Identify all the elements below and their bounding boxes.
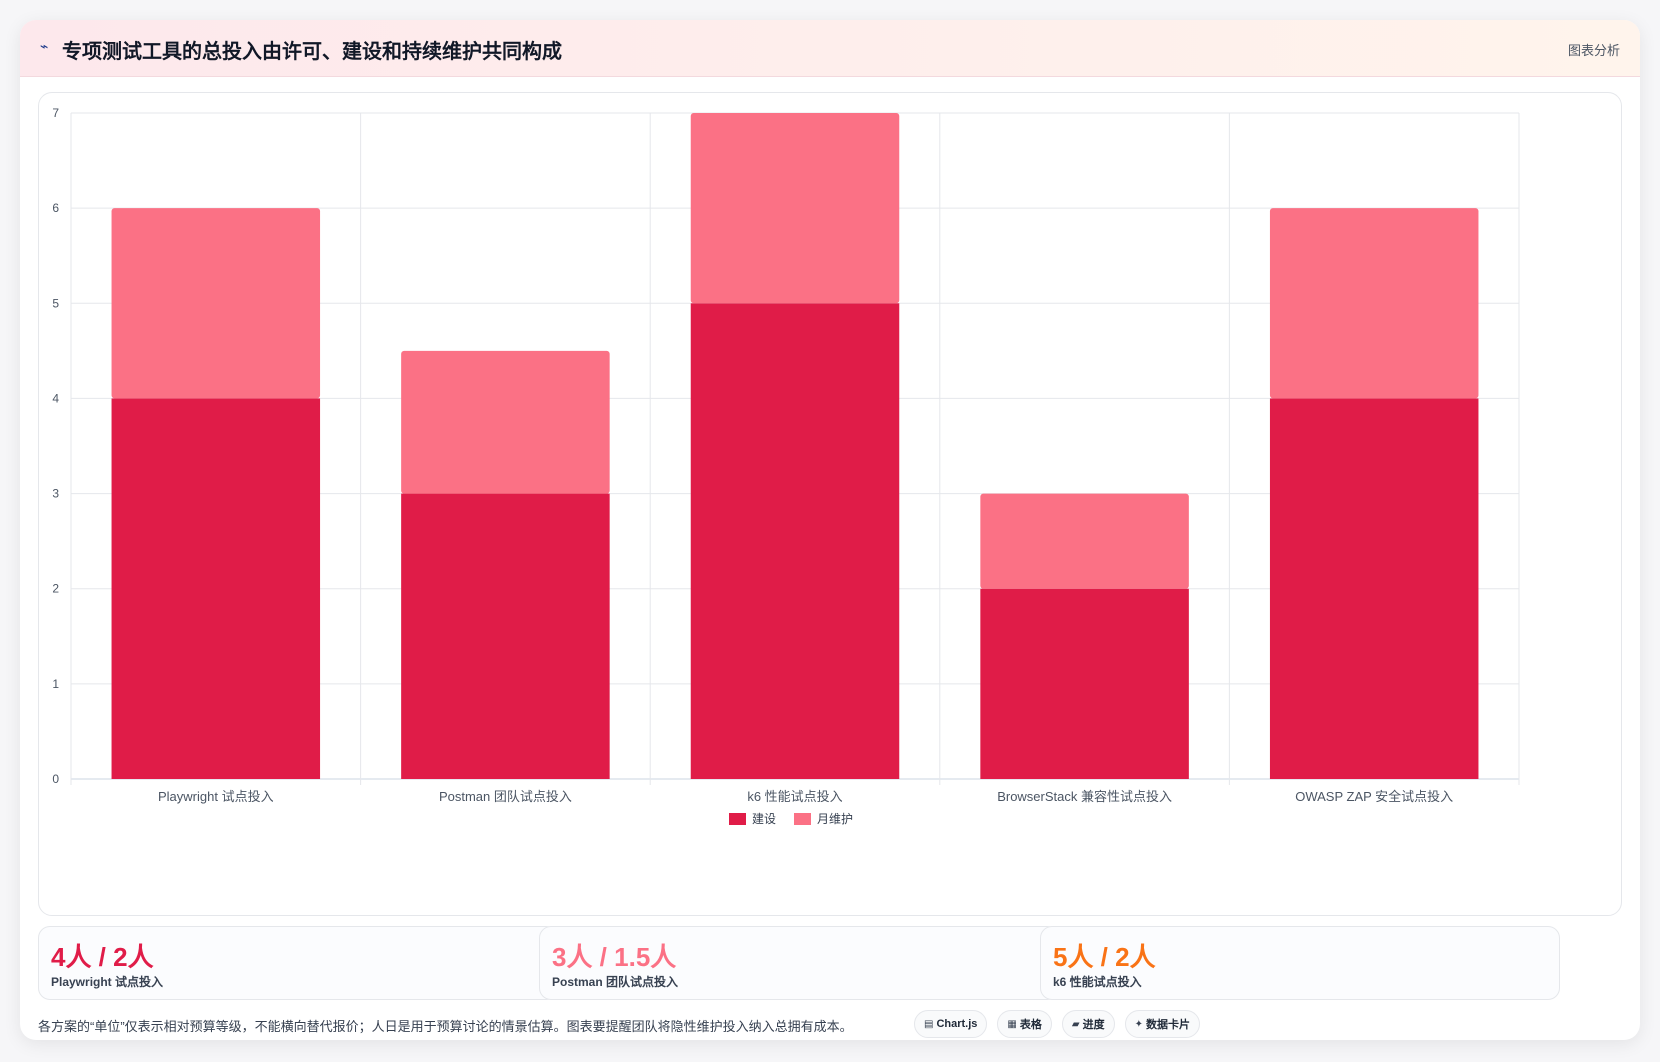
y-tick-label: 3 (52, 487, 59, 501)
legend-label: 月维护 (817, 812, 853, 826)
stat-card-k6: 5人 / 2人 k6 性能试点投入 (1040, 926, 1560, 1000)
bar-maintain (401, 350, 610, 494)
chip-label: 进度 (1082, 1019, 1105, 1031)
stat-card-postman: 3人 / 1.5人 Postman 团队试点投入 (539, 926, 1059, 1000)
chip-label: Chart.js (936, 1018, 978, 1030)
stat-label: k6 性能试点投入 (1053, 975, 1142, 989)
chip-data-card[interactable]: ✦ 数据卡片 (1124, 1010, 1200, 1038)
stat-value: 5人 / 2人 (1053, 942, 1156, 972)
page-title: 专项测试工具的总投入由许可、建设和持续维护共同构成 (62, 41, 562, 63)
bar-maintain (980, 493, 1189, 589)
y-tick-label: 7 (52, 106, 59, 120)
bar-build (690, 303, 900, 779)
legend-swatch (729, 813, 746, 825)
stacked-bar-chart: 0 1 2 3 4 5 6 7 Playwright 试点投入 Postman 团队试点投入 k6 … (52, 106, 1520, 826)
progress-icon: ▰ (1071, 1018, 1080, 1030)
y-tick-label: 2 (52, 582, 59, 596)
chip-bar: ▤ Chart.js ▦ 表格 ▰ 进度 ✦ 数据卡片 (914, 1010, 1200, 1040)
y-tick-label: 1 (52, 677, 59, 691)
chip-label: 表格 (1019, 1019, 1042, 1031)
legend-label: 建设 (752, 812, 776, 826)
legend-swatch (794, 813, 811, 825)
x-tick-label: Postman 团队试点投入 (439, 789, 572, 804)
bar-maintain (690, 113, 900, 304)
bar-build (1269, 398, 1479, 779)
chart-container: 0 1 2 3 4 5 6 7 Playwright 试点投入 Postman 团队试点投入 k6 … (38, 92, 1622, 916)
card-icon: ✦ (1134, 1018, 1143, 1030)
bar-maintain (1269, 208, 1479, 399)
bar-build (401, 493, 610, 779)
chart-analysis-label: 图表分析 (1567, 43, 1620, 58)
table-icon: ▦ (1007, 1018, 1017, 1030)
chip-label: 数据卡片 (1145, 1019, 1190, 1031)
stat-label: Playwright 试点投入 (51, 975, 164, 989)
x-tick-label: OWASP ZAP 安全试点投入 (1295, 789, 1453, 804)
bar-build (980, 588, 1189, 779)
y-tick-label: 0 (52, 772, 59, 786)
stat-label: Postman 团队试点投入 (552, 975, 679, 989)
x-tick-label: Playwright 试点投入 (158, 789, 274, 804)
bar-build (111, 398, 321, 779)
chart-icon: ▤ (924, 1018, 934, 1030)
stat-value: 3人 / 1.5人 (552, 942, 677, 972)
footnote: 各方案的“单位”仅表示相对预算等级，不能横向替代报价；人日是用于预算讨论的情景估… (38, 1019, 853, 1034)
chip-table[interactable]: ▦ 表格 (997, 1010, 1052, 1038)
chip-chartjs[interactable]: ▤ Chart.js (914, 1010, 988, 1038)
report-card: ⌁ 专项测试工具的总投入由许可、建设和持续维护共同构成 图表分析 0 1 2 3 4 5 6… (20, 20, 1640, 1040)
chip-progress[interactable]: ▰ 进度 (1061, 1010, 1115, 1038)
y-tick-label: 5 (52, 296, 59, 310)
stat-card-playwright: 4人 / 2人 Playwright 试点投入 (38, 926, 558, 1000)
x-tick-label: k6 性能试点投入 (747, 789, 842, 804)
card-header: ⌁ 专项测试工具的总投入由许可、建设和持续维护共同构成 图表分析 (20, 20, 1640, 77)
bar-maintain (111, 208, 321, 399)
stat-value: 4人 / 2人 (51, 942, 154, 972)
y-tick-label: 4 (52, 391, 59, 405)
chart-icon: ⌁ (40, 38, 49, 54)
y-tick-label: 6 (52, 201, 59, 215)
x-tick-label: BrowserStack 兼容性试点投入 (997, 789, 1172, 804)
